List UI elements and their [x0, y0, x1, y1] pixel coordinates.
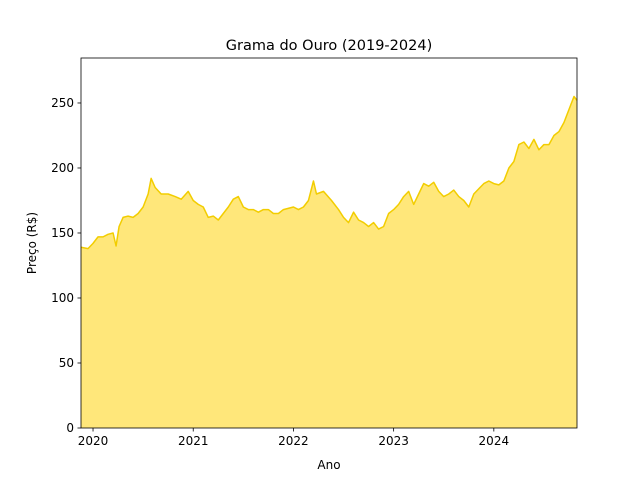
x-tick-label: 2023	[378, 434, 409, 448]
x-tick-label: 2021	[178, 434, 209, 448]
chart-title: Grama do Ouro (2019-2024)	[226, 38, 432, 54]
y-tick-label: 0	[66, 421, 74, 435]
y-tick-label: 200	[51, 161, 74, 175]
y-tick-label: 50	[59, 356, 74, 370]
y-tick-label: 100	[51, 291, 74, 305]
x-axis-label: Ano	[317, 458, 340, 472]
y-axis-label: Preço (R$)	[25, 212, 39, 274]
x-tick-label: 2024	[479, 434, 510, 448]
y-tick-label: 250	[51, 96, 74, 110]
x-tick-label: 2022	[278, 434, 309, 448]
price-line	[80, 95, 578, 250]
y-tick-label: 150	[51, 226, 74, 240]
x-tick-label: 2020	[78, 434, 109, 448]
plot-frame	[80, 57, 578, 429]
area-fill	[81, 96, 577, 428]
